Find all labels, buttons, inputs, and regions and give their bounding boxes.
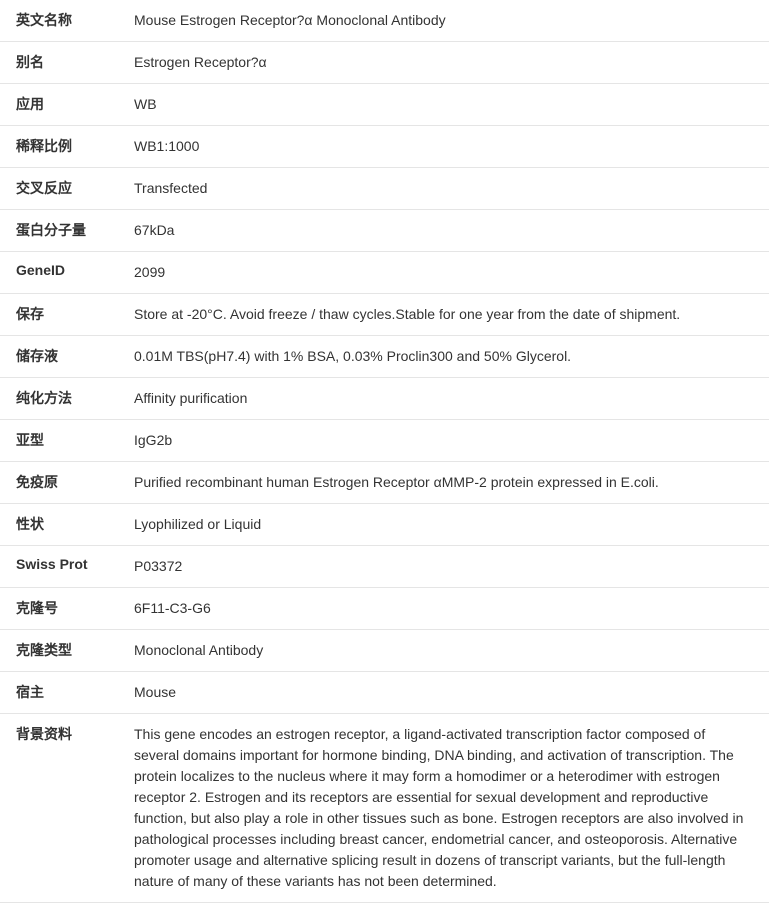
table-row: 蛋白分子量 67kDa [0, 210, 769, 252]
row-value: WB [130, 84, 769, 126]
row-value: Store at -20°C. Avoid freeze / thaw cycl… [130, 294, 769, 336]
spec-table: 英文名称 Mouse Estrogen Receptor?α Monoclona… [0, 0, 769, 903]
table-row: 保存 Store at -20°C. Avoid freeze / thaw c… [0, 294, 769, 336]
table-row: 背景资料 This gene encodes an estrogen recep… [0, 714, 769, 903]
row-value: Affinity purification [130, 378, 769, 420]
table-row: 别名 Estrogen Receptor?α [0, 42, 769, 84]
row-label: 储存液 [0, 336, 130, 378]
table-row: 应用 WB [0, 84, 769, 126]
row-label: 稀释比例 [0, 126, 130, 168]
row-value: Estrogen Receptor?α [130, 42, 769, 84]
row-label: 纯化方法 [0, 378, 130, 420]
row-value: 2099 [130, 252, 769, 294]
row-label: 宿主 [0, 672, 130, 714]
row-value: P03372 [130, 546, 769, 588]
row-label: Swiss Prot [0, 546, 130, 588]
row-label: 别名 [0, 42, 130, 84]
row-value: Monoclonal Antibody [130, 630, 769, 672]
row-label: 克隆类型 [0, 630, 130, 672]
table-row: 英文名称 Mouse Estrogen Receptor?α Monoclona… [0, 0, 769, 42]
table-row: Swiss Prot P03372 [0, 546, 769, 588]
row-label: 亚型 [0, 420, 130, 462]
row-value: 67kDa [130, 210, 769, 252]
row-label: 应用 [0, 84, 130, 126]
row-label: 蛋白分子量 [0, 210, 130, 252]
table-row: 免疫原 Purified recombinant human Estrogen … [0, 462, 769, 504]
row-value: Lyophilized or Liquid [130, 504, 769, 546]
table-row: 宿主 Mouse [0, 672, 769, 714]
row-value: WB1:1000 [130, 126, 769, 168]
row-value: 0.01M TBS(pH7.4) with 1% BSA, 0.03% Proc… [130, 336, 769, 378]
row-value: 6F11-C3-G6 [130, 588, 769, 630]
row-value: Transfected [130, 168, 769, 210]
spec-table-body: 英文名称 Mouse Estrogen Receptor?α Monoclona… [0, 0, 769, 903]
row-label: 性状 [0, 504, 130, 546]
row-value: Mouse Estrogen Receptor?α Monoclonal Ant… [130, 0, 769, 42]
row-label: 英文名称 [0, 0, 130, 42]
row-label: 交叉反应 [0, 168, 130, 210]
table-row: 克隆类型 Monoclonal Antibody [0, 630, 769, 672]
table-row: 性状 Lyophilized or Liquid [0, 504, 769, 546]
table-row: 纯化方法 Affinity purification [0, 378, 769, 420]
table-row: 储存液 0.01M TBS(pH7.4) with 1% BSA, 0.03% … [0, 336, 769, 378]
row-label: GeneID [0, 252, 130, 294]
row-label: 免疫原 [0, 462, 130, 504]
row-value: Purified recombinant human Estrogen Rece… [130, 462, 769, 504]
row-value: IgG2b [130, 420, 769, 462]
row-label: 克隆号 [0, 588, 130, 630]
row-label: 背景资料 [0, 714, 130, 903]
table-row: 亚型 IgG2b [0, 420, 769, 462]
table-row: 交叉反应 Transfected [0, 168, 769, 210]
row-label: 保存 [0, 294, 130, 336]
row-value: This gene encodes an estrogen receptor, … [130, 714, 769, 903]
row-value: Mouse [130, 672, 769, 714]
table-row: 稀释比例 WB1:1000 [0, 126, 769, 168]
table-row: 克隆号 6F11-C3-G6 [0, 588, 769, 630]
table-row: GeneID 2099 [0, 252, 769, 294]
